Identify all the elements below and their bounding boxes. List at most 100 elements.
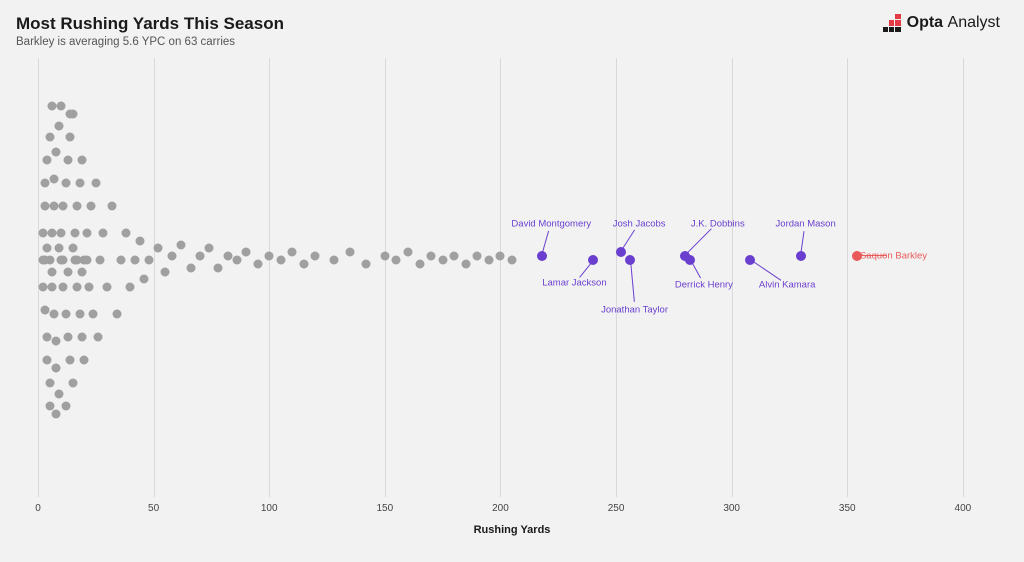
- data-point: [73, 282, 82, 291]
- data-point: [40, 202, 49, 211]
- data-point: [64, 156, 73, 165]
- data-point: [144, 256, 153, 265]
- logo-text-1: Opta: [907, 14, 943, 31]
- data-point: [135, 236, 144, 245]
- highlight-point: [616, 247, 626, 257]
- data-point: [73, 202, 82, 211]
- data-point: [392, 256, 401, 265]
- data-point: [43, 355, 52, 364]
- gridline: [616, 58, 617, 497]
- data-point: [57, 102, 66, 111]
- data-point: [242, 248, 251, 257]
- data-point: [45, 378, 54, 387]
- data-point: [61, 401, 70, 410]
- data-point: [50, 309, 59, 318]
- data-point: [68, 378, 77, 387]
- data-point: [73, 256, 82, 265]
- data-point: [47, 102, 56, 111]
- data-point: [66, 133, 75, 142]
- data-point: [70, 229, 79, 238]
- data-point: [47, 267, 56, 276]
- point-label: David Montgomery: [511, 218, 591, 229]
- data-point: [77, 156, 86, 165]
- gridline: [732, 58, 733, 497]
- data-point: [473, 252, 482, 261]
- data-point: [57, 229, 66, 238]
- data-point: [438, 256, 447, 265]
- chart-subtitle: Barkley is averaging 5.6 YPC on 63 carri…: [16, 36, 284, 48]
- gridline: [500, 58, 501, 497]
- data-point: [103, 282, 112, 291]
- data-point: [66, 355, 75, 364]
- data-point: [89, 309, 98, 318]
- data-point: [52, 148, 61, 157]
- x-tick-label: 50: [148, 503, 159, 514]
- highlight-point: [537, 251, 547, 261]
- leader-line: [750, 259, 781, 280]
- data-point: [461, 259, 470, 268]
- data-point: [253, 259, 262, 268]
- x-tick-label: 200: [492, 503, 509, 514]
- point-label: Josh Jacobs: [613, 218, 666, 229]
- data-point: [154, 244, 163, 253]
- data-point: [403, 248, 412, 257]
- data-point: [47, 229, 56, 238]
- highlight-point: [745, 255, 755, 265]
- data-point: [362, 259, 371, 268]
- x-tick-label: 300: [723, 503, 740, 514]
- data-point: [43, 244, 52, 253]
- data-point: [82, 256, 91, 265]
- data-point: [299, 259, 308, 268]
- data-point: [40, 256, 49, 265]
- data-point: [45, 401, 54, 410]
- data-point: [87, 202, 96, 211]
- data-point: [98, 229, 107, 238]
- data-point: [52, 363, 61, 372]
- x-axis-label: Rushing Yards: [474, 524, 551, 536]
- gridline: [269, 58, 270, 497]
- data-point: [288, 248, 297, 257]
- data-point: [59, 282, 68, 291]
- data-point: [223, 252, 232, 261]
- leader-line: [630, 260, 635, 302]
- data-point: [496, 252, 505, 261]
- data-point: [329, 256, 338, 265]
- data-point: [59, 256, 68, 265]
- data-point: [45, 133, 54, 142]
- gridline: [385, 58, 386, 497]
- data-point: [77, 332, 86, 341]
- data-point: [52, 409, 61, 418]
- gridline: [38, 58, 39, 497]
- logo-text-2: Analyst: [948, 14, 1000, 31]
- data-point: [205, 244, 214, 253]
- data-point: [82, 229, 91, 238]
- data-point: [77, 267, 86, 276]
- data-point: [214, 263, 223, 272]
- highlight-point: [625, 255, 635, 265]
- data-point: [117, 256, 126, 265]
- data-point: [38, 282, 47, 291]
- highlight-point: [588, 255, 598, 265]
- point-label: Derrick Henry: [675, 279, 733, 290]
- data-point: [450, 252, 459, 261]
- logo-mark-icon: [883, 14, 901, 32]
- data-point: [427, 252, 436, 261]
- chart-title: Most Rushing Yards This Season: [16, 14, 284, 34]
- data-point: [59, 202, 68, 211]
- x-tick-label: 250: [608, 503, 625, 514]
- point-label: J.K. Dobbins: [691, 218, 745, 229]
- data-point: [276, 256, 285, 265]
- data-point: [64, 267, 73, 276]
- gridline: [963, 58, 964, 497]
- data-point: [186, 263, 195, 272]
- data-point: [168, 252, 177, 261]
- gridline: [847, 58, 848, 497]
- point-label: Jonathan Taylor: [601, 304, 668, 315]
- data-point: [54, 244, 63, 253]
- data-point: [80, 355, 89, 364]
- data-point: [232, 256, 241, 265]
- data-point: [61, 309, 70, 318]
- point-label: Lamar Jackson: [542, 278, 606, 289]
- data-point: [68, 244, 77, 253]
- point-label: Jordan Mason: [776, 218, 836, 229]
